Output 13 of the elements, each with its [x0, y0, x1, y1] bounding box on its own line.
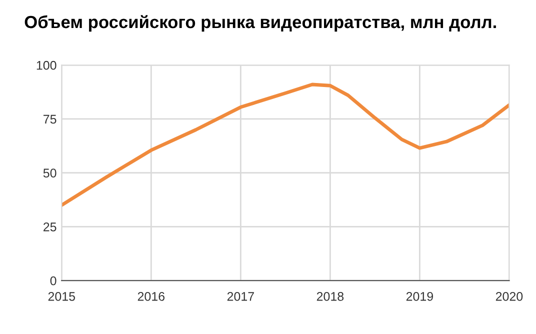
x-tick-label: 2015	[48, 292, 76, 301]
y-tick-label: 50	[43, 168, 56, 178]
chart-title: Объем российского рынка видеопиратства, млн долл.	[24, 15, 496, 32]
y-tick-label: 100	[36, 60, 56, 70]
y-tick-label: 75	[44, 114, 56, 124]
x-tick-label: 2019	[406, 292, 433, 301]
y-tick-label: 25	[44, 222, 56, 232]
y-tick-label: 0	[50, 276, 56, 286]
x-tick-label: 2020	[496, 292, 523, 301]
line-series	[62, 82, 510, 207]
x-tick-label: 2018	[316, 292, 344, 301]
x-tick-label: 2016	[138, 292, 165, 301]
x-tick-label: 2017	[227, 292, 254, 301]
